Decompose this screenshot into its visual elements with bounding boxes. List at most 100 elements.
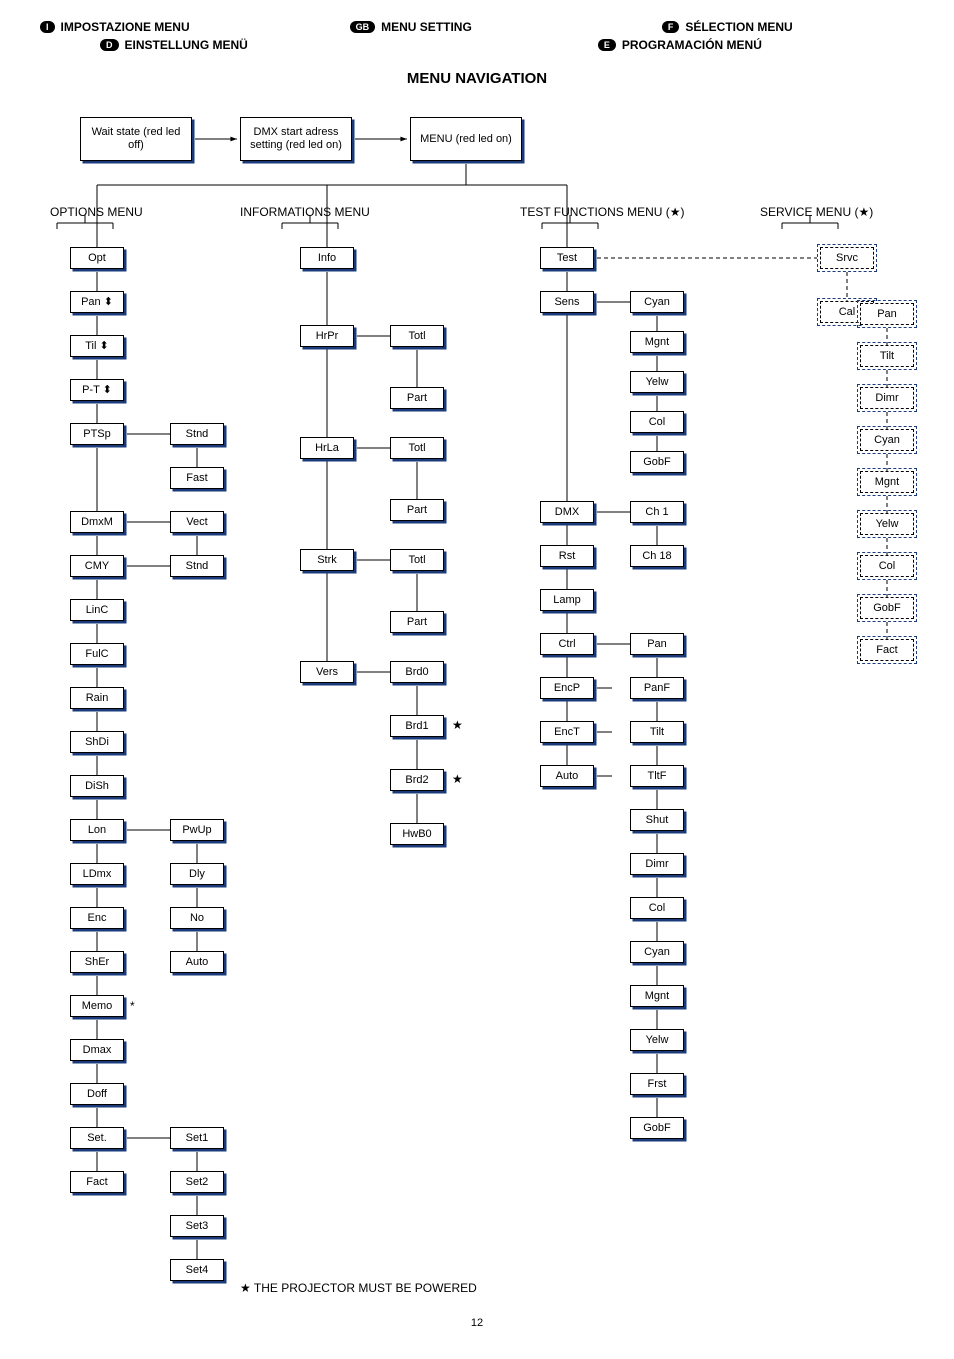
node: Ch 18 bbox=[630, 545, 684, 567]
node: HwB0 bbox=[390, 823, 444, 845]
lbl-test: TEST FUNCTIONS MENU (★) bbox=[520, 205, 685, 219]
node: Yelw bbox=[630, 371, 684, 393]
lbl-options: OPTIONS MENU bbox=[50, 205, 143, 219]
label: ★ bbox=[452, 772, 463, 786]
node: Lamp bbox=[540, 589, 594, 611]
node: Rst bbox=[540, 545, 594, 567]
node-dmx: DMX start adress setting (red led on) bbox=[240, 117, 352, 161]
node: Mgnt bbox=[630, 985, 684, 1007]
opt-14: LDmx bbox=[70, 863, 124, 885]
opt-9: FulC bbox=[70, 643, 124, 665]
lbl-info: INFORMATIONS MENU bbox=[240, 205, 370, 219]
opt-6: DmxM bbox=[70, 511, 124, 533]
node: Brd2 bbox=[390, 769, 444, 791]
hdr-gb-text: MENU SETTING bbox=[381, 20, 472, 34]
memo-star: * bbox=[130, 999, 135, 1013]
node: Dimr bbox=[630, 853, 684, 875]
opt-20: Set. bbox=[70, 1127, 124, 1149]
badge-f: F bbox=[662, 21, 680, 33]
node: Pan bbox=[860, 303, 914, 325]
opt-2: Til ⬍ bbox=[70, 335, 124, 357]
node: Brd0 bbox=[390, 661, 444, 683]
node: Stnd bbox=[170, 555, 224, 577]
node-menu: MENU (red led on) bbox=[410, 117, 522, 161]
node: Vers bbox=[300, 661, 354, 683]
badge-d: D bbox=[100, 39, 119, 51]
node: HrLa bbox=[300, 437, 354, 459]
node: Part bbox=[390, 611, 444, 633]
opt-3: P-T ⬍ bbox=[70, 379, 124, 401]
node: Pan bbox=[630, 633, 684, 655]
opt-10: Rain bbox=[70, 687, 124, 709]
opt-15: Enc bbox=[70, 907, 124, 929]
node: Strk bbox=[300, 549, 354, 571]
info-root: Info bbox=[300, 247, 354, 269]
node: Part bbox=[390, 499, 444, 521]
node: Totl bbox=[390, 549, 444, 571]
lbl-service: SERVICE MENU (★) bbox=[760, 205, 873, 219]
node: Shut bbox=[630, 809, 684, 831]
node: GobF bbox=[860, 597, 914, 619]
opt-7: CMY bbox=[70, 555, 124, 577]
page-title: MENU NAVIGATION bbox=[40, 70, 914, 87]
badge-i: I bbox=[40, 21, 55, 33]
hdr-i-text: IMPOSTAZIONE MENU bbox=[61, 20, 190, 34]
node: Ch 1 bbox=[630, 501, 684, 523]
node: Tilt bbox=[860, 345, 914, 367]
node: Totl bbox=[390, 325, 444, 347]
node: Mgnt bbox=[630, 331, 684, 353]
label: ★ bbox=[452, 718, 463, 732]
node: Mgnt bbox=[860, 471, 914, 493]
hdr-e: E PROGRAMACIÓN MENÚ bbox=[598, 38, 762, 52]
node: Fact bbox=[860, 639, 914, 661]
opt-18: Dmax bbox=[70, 1039, 124, 1061]
test-root: Test bbox=[540, 247, 594, 269]
opt-17: Memo bbox=[70, 995, 124, 1017]
node: Cyan bbox=[860, 429, 914, 451]
opt-19: Doff bbox=[70, 1083, 124, 1105]
opt-0: Opt bbox=[70, 247, 124, 269]
node: Tilt bbox=[630, 721, 684, 743]
node: Col bbox=[860, 555, 914, 577]
node: Totl bbox=[390, 437, 444, 459]
node: EncP bbox=[540, 677, 594, 699]
diagram-canvas: Wait state (red led off) DMX start adress… bbox=[40, 97, 914, 1277]
node: Vect bbox=[170, 511, 224, 533]
opt-8: LinC bbox=[70, 599, 124, 621]
node: Yelw bbox=[630, 1029, 684, 1051]
srvc-root: Srvc bbox=[820, 247, 874, 269]
node: Cyan bbox=[630, 941, 684, 963]
node: Ctrl bbox=[540, 633, 594, 655]
node-wait: Wait state (red led off) bbox=[80, 117, 192, 161]
node: Set4 bbox=[170, 1259, 224, 1281]
hdr-i: I IMPOSTAZIONE MENU bbox=[40, 20, 190, 34]
hdr-d-text: EINSTELLUNG MENÜ bbox=[125, 38, 248, 52]
node: Set2 bbox=[170, 1171, 224, 1193]
node: Part bbox=[390, 387, 444, 409]
node: Brd1 bbox=[390, 715, 444, 737]
hdr-gb: GB MENU SETTING bbox=[350, 20, 472, 34]
node: Dly bbox=[170, 863, 224, 885]
node: Auto bbox=[540, 765, 594, 787]
page-number: 12 bbox=[40, 1317, 914, 1329]
opt-4: PTSp bbox=[70, 423, 124, 445]
node: Set1 bbox=[170, 1127, 224, 1149]
opt-21: Fact bbox=[70, 1171, 124, 1193]
hdr-e-text: PROGRAMACIÓN MENÚ bbox=[622, 38, 762, 52]
opt-1: Pan ⬍ bbox=[70, 291, 124, 313]
node: GobF bbox=[630, 1117, 684, 1139]
opt-13: Lon bbox=[70, 819, 124, 841]
node: Col bbox=[630, 411, 684, 433]
node: Fast bbox=[170, 467, 224, 489]
node: TltF bbox=[630, 765, 684, 787]
hdr-f: F SÉLECTION MENU bbox=[662, 20, 793, 34]
opt-11: ShDi bbox=[70, 731, 124, 753]
node: Dimr bbox=[860, 387, 914, 409]
node: HrPr bbox=[300, 325, 354, 347]
footnote: ★ THE PROJECTOR MUST BE POWERED bbox=[240, 1281, 914, 1295]
node: Frst bbox=[630, 1073, 684, 1095]
node: Stnd bbox=[170, 423, 224, 445]
node: No bbox=[170, 907, 224, 929]
opt-12: DiSh bbox=[70, 775, 124, 797]
hdr-f-text: SÉLECTION MENU bbox=[685, 20, 792, 34]
